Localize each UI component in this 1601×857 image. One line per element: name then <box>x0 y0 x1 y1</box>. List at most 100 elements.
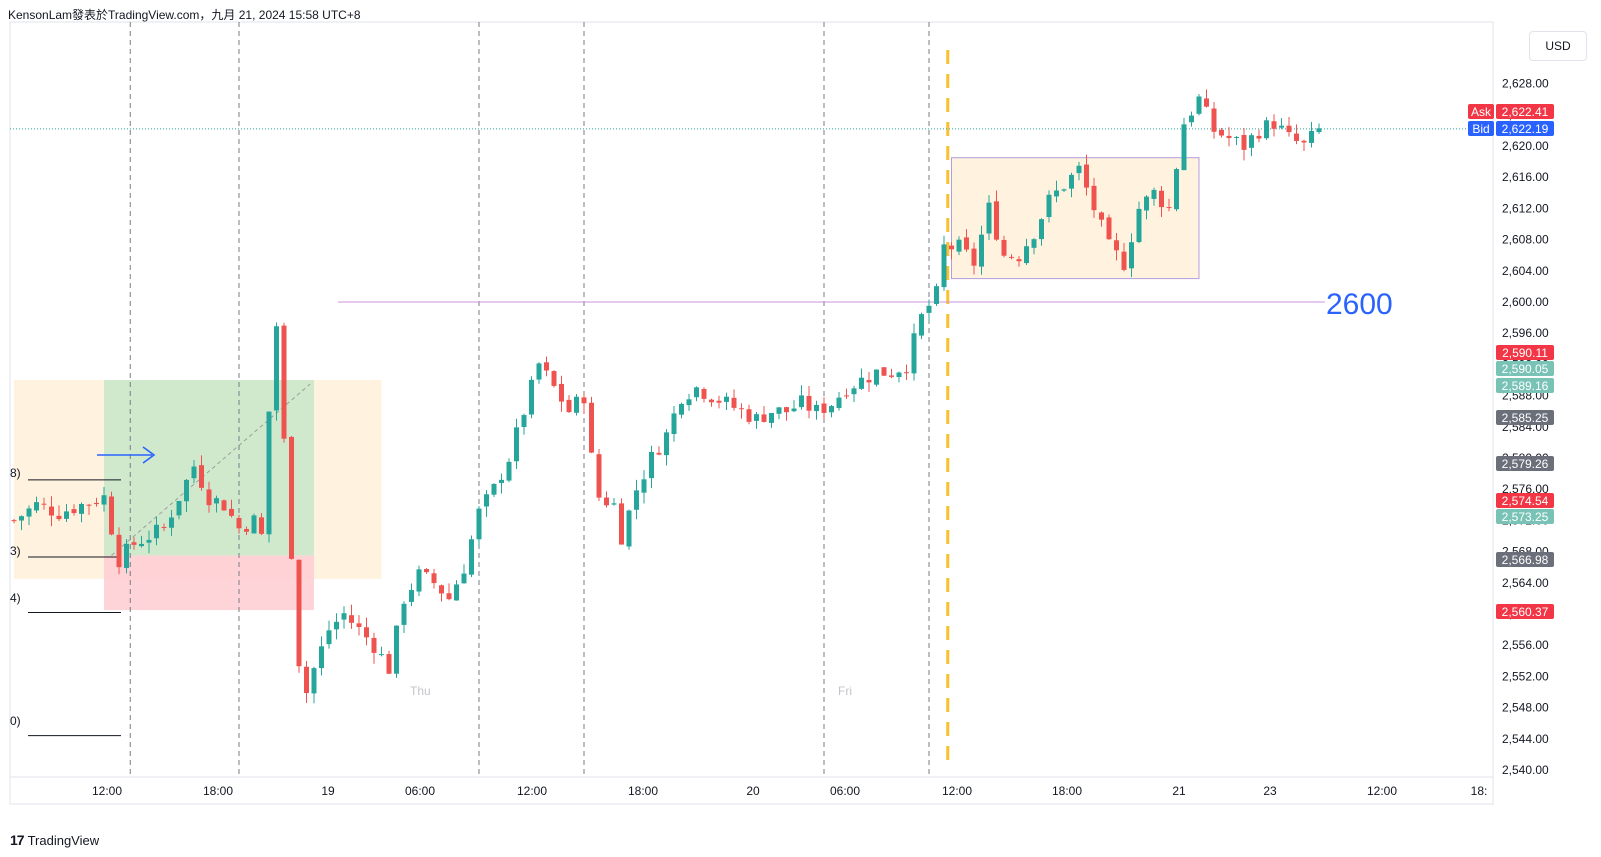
candle-body <box>949 245 954 250</box>
candle-body <box>1069 174 1074 189</box>
candle-body <box>1234 137 1239 139</box>
candle-body <box>761 414 767 422</box>
y-tick-label: 2,628.00 <box>1502 77 1549 91</box>
y-tick-label: 2,552.00 <box>1502 669 1549 683</box>
price-badge-value: 2,574.54 <box>1502 494 1549 508</box>
candle-body <box>619 503 624 545</box>
candle-body <box>1091 185 1097 211</box>
candle-body <box>1151 189 1157 199</box>
price-badge-value: 2,590.11 <box>1502 346 1548 360</box>
x-tick-label: 18: <box>1471 784 1488 798</box>
price-badge <box>1496 509 1554 524</box>
candle-body <box>266 411 272 535</box>
y-tick-label: 2,600.00 <box>1502 295 1549 309</box>
candle-body <box>1249 135 1254 148</box>
candle-body <box>116 534 122 568</box>
x-tick-label: 12:00 <box>92 784 122 798</box>
y-tick-label: 2,548.00 <box>1502 701 1549 715</box>
candle-body <box>386 654 392 674</box>
candle-body <box>529 379 534 415</box>
axes: 2,628.002,624.002,620.002,616.002,612.00… <box>92 77 1554 798</box>
candle-body <box>544 362 549 371</box>
candle-body <box>221 500 227 511</box>
candle-body <box>409 590 414 602</box>
candle-body <box>161 527 167 529</box>
price-badge <box>1496 552 1554 567</box>
candle-body <box>694 387 699 398</box>
candle-body <box>1196 96 1202 114</box>
candle-body <box>1009 256 1014 258</box>
candle-body <box>311 668 317 694</box>
candle-body <box>401 603 407 625</box>
candle-body <box>169 517 174 528</box>
y-tick-label: 2,608.00 <box>1502 233 1549 247</box>
y-tick-label: 2,564.00 <box>1502 576 1549 590</box>
price-badge-tag-label: Ask <box>1471 105 1492 119</box>
candle-body <box>176 501 182 516</box>
footer-brand: TradingView <box>27 832 100 848</box>
box-right-zone <box>951 157 1200 280</box>
candle-body <box>859 377 864 389</box>
candle-body <box>521 415 527 427</box>
price-badge-value: 2,560.37 <box>1502 605 1549 619</box>
candle-body <box>1241 135 1247 150</box>
candle-body <box>941 244 947 288</box>
candle-body <box>671 413 677 435</box>
candle-body <box>1084 164 1089 188</box>
candle-body <box>1166 207 1172 209</box>
y-tick-label: 2,576.00 <box>1502 482 1549 496</box>
candle-body <box>109 496 114 535</box>
candle-body <box>506 461 512 481</box>
candle-body <box>1136 208 1142 243</box>
candle-body <box>64 511 69 519</box>
left-level-label: 8) <box>10 466 21 480</box>
x-tick-label: 20 <box>746 784 760 798</box>
candle-body <box>214 498 219 504</box>
candle-body <box>19 516 24 521</box>
candle-body <box>94 502 99 505</box>
candle-body <box>259 517 264 534</box>
candle-body <box>709 399 714 403</box>
candle-body <box>566 399 572 413</box>
x-tick-label: 18:00 <box>1052 784 1082 798</box>
price-badge-value: 2,579.26 <box>1502 457 1549 471</box>
level-2600-label: 2600 <box>1326 288 1393 321</box>
candle-body <box>1294 133 1299 141</box>
candle-body <box>911 333 917 374</box>
trade-path-line <box>111 383 311 556</box>
candle-body <box>1114 240 1119 251</box>
candle-body <box>334 621 339 630</box>
price-badge <box>1496 361 1554 376</box>
candle-body <box>1144 196 1149 211</box>
candle-body <box>26 508 32 517</box>
candle-body <box>416 569 422 592</box>
candle-body <box>1226 135 1232 139</box>
currency-selector[interactable]: USD <box>1529 31 1587 61</box>
y-tick-label: 2,604.00 <box>1502 264 1549 278</box>
price-badge <box>1496 410 1554 425</box>
candle-body <box>1016 259 1022 262</box>
candle-body <box>739 408 744 410</box>
candle-body <box>101 495 107 505</box>
candle-body <box>1106 217 1112 240</box>
x-tick-label: 19 <box>321 784 335 798</box>
candle-body <box>484 494 489 507</box>
candle-body <box>469 539 474 575</box>
candle-body <box>371 637 377 653</box>
price-badge <box>1496 604 1554 619</box>
chart-gridlines <box>9 21 1494 805</box>
candle-body <box>1024 246 1029 264</box>
candle-body <box>634 490 639 510</box>
candle-body <box>349 615 354 623</box>
candle-body <box>536 363 542 380</box>
candle-body <box>304 666 309 694</box>
candle-body <box>431 573 437 584</box>
candle-body <box>806 395 812 411</box>
candle-body <box>1039 219 1044 240</box>
candle-body <box>326 630 332 645</box>
candle-body <box>1256 135 1262 139</box>
candle-body <box>784 407 789 413</box>
candle-body <box>1159 190 1164 208</box>
candle-body <box>1001 239 1007 256</box>
